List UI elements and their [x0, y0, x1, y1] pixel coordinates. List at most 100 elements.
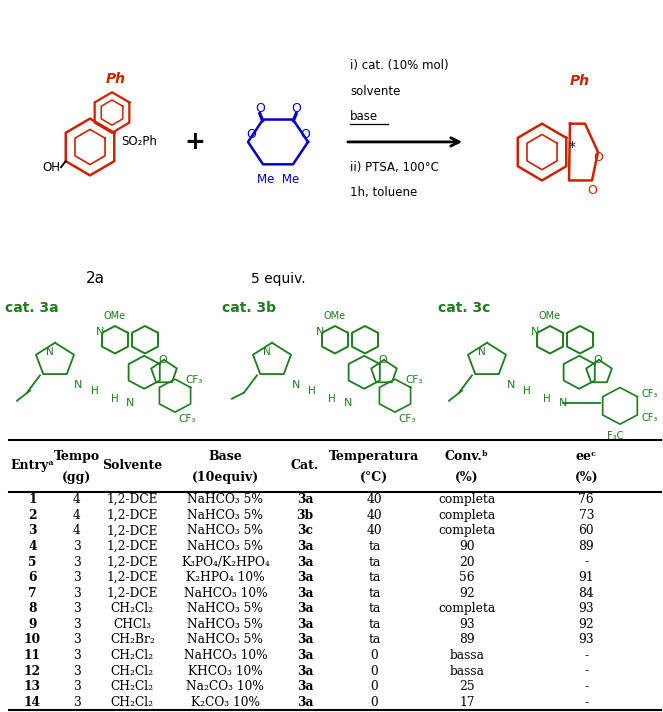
Text: Cat.: Cat.	[291, 459, 320, 472]
Text: 89: 89	[578, 540, 594, 553]
Text: 93: 93	[578, 634, 594, 646]
Text: CH₂Cl₂: CH₂Cl₂	[111, 664, 154, 678]
Text: 3: 3	[73, 664, 81, 678]
Text: 1,2-DCE: 1,2-DCE	[107, 571, 158, 584]
Text: 56: 56	[459, 571, 475, 584]
Text: 4: 4	[73, 493, 81, 506]
Text: 1,2-DCE: 1,2-DCE	[107, 555, 158, 568]
Text: K₂HPO₄ 10%: K₂HPO₄ 10%	[186, 571, 265, 584]
Text: 5: 5	[29, 555, 36, 568]
Text: (%): (%)	[574, 471, 598, 484]
Text: Base: Base	[209, 450, 242, 463]
Text: 3c: 3c	[297, 524, 313, 538]
Text: N: N	[316, 327, 324, 337]
Text: bassa: bassa	[450, 649, 485, 662]
Text: H: H	[91, 386, 99, 396]
Text: NaHCO₃ 5%: NaHCO₃ 5%	[188, 540, 263, 553]
Text: K₂CO₃ 10%: K₂CO₃ 10%	[191, 696, 260, 708]
Text: 0: 0	[371, 680, 379, 693]
Text: solvente: solvente	[350, 85, 400, 98]
Text: CH₂Br₂: CH₂Br₂	[110, 634, 154, 646]
Text: 3a: 3a	[297, 571, 314, 584]
Text: +: +	[184, 130, 206, 154]
Text: 90: 90	[459, 540, 475, 553]
Text: Ph: Ph	[106, 72, 126, 86]
Text: completa: completa	[438, 524, 496, 538]
Text: NaHCO₃ 5%: NaHCO₃ 5%	[188, 493, 263, 506]
Text: 10: 10	[24, 634, 41, 646]
Text: (gg): (gg)	[62, 471, 91, 484]
Text: O: O	[593, 355, 603, 365]
Text: ta: ta	[368, 587, 381, 600]
Text: eeᶜ: eeᶜ	[575, 450, 597, 463]
Text: ii) PTSA, 100°C: ii) PTSA, 100°C	[350, 161, 439, 174]
Text: 3b: 3b	[296, 509, 314, 522]
Text: 14: 14	[24, 696, 41, 708]
Text: -: -	[584, 649, 588, 662]
Text: OH: OH	[42, 161, 60, 174]
Text: O: O	[379, 355, 387, 365]
Text: 1,2-DCE: 1,2-DCE	[107, 509, 158, 522]
Text: cat. 3b: cat. 3b	[222, 301, 276, 315]
Text: O: O	[246, 128, 256, 141]
Text: OMe: OMe	[539, 311, 561, 321]
Text: 3: 3	[73, 540, 81, 553]
Text: CF₃: CF₃	[398, 414, 416, 424]
Text: 93: 93	[578, 602, 594, 615]
Text: 60: 60	[578, 524, 594, 538]
Text: -: -	[584, 680, 588, 693]
Text: N: N	[344, 398, 352, 408]
Text: N: N	[263, 347, 271, 357]
Text: 3: 3	[73, 649, 81, 662]
Text: 3: 3	[28, 524, 36, 538]
Text: Solvente: Solvente	[102, 459, 162, 472]
Text: 3a: 3a	[297, 493, 314, 506]
Text: 3a: 3a	[297, 634, 314, 646]
Text: NaHCO₃ 5%: NaHCO₃ 5%	[188, 509, 263, 522]
Text: 11: 11	[24, 649, 41, 662]
Text: CF₃: CF₃	[178, 414, 196, 424]
Text: CHCl₃: CHCl₃	[113, 618, 151, 631]
Text: 17: 17	[459, 696, 475, 708]
Text: 3a: 3a	[297, 540, 314, 553]
Text: 0: 0	[371, 649, 379, 662]
Text: 5 equiv.: 5 equiv.	[251, 272, 306, 286]
Text: 12: 12	[24, 664, 41, 678]
Text: Conv.ᵇ: Conv.ᵇ	[445, 450, 489, 463]
Text: 1,2-DCE: 1,2-DCE	[107, 524, 158, 538]
Text: (°C): (°C)	[360, 471, 389, 484]
Text: 3a: 3a	[297, 649, 314, 662]
Text: -: -	[584, 555, 588, 568]
Text: 6: 6	[28, 571, 36, 584]
Text: -: -	[584, 696, 588, 708]
Text: completa: completa	[438, 493, 496, 506]
Text: 40: 40	[367, 524, 383, 538]
Text: N: N	[292, 380, 300, 390]
Text: 0: 0	[371, 696, 379, 708]
Text: 2: 2	[28, 509, 36, 522]
Text: OMe: OMe	[104, 311, 126, 321]
Text: CF₃: CF₃	[405, 375, 422, 385]
Text: bassa: bassa	[450, 664, 485, 678]
Text: 3a: 3a	[297, 602, 314, 615]
Text: H: H	[308, 386, 316, 396]
Text: N: N	[559, 398, 567, 408]
Text: O: O	[587, 184, 597, 197]
Text: 84: 84	[578, 587, 594, 600]
Text: N: N	[531, 327, 539, 337]
Text: Na₂CO₃ 10%: Na₂CO₃ 10%	[186, 680, 265, 693]
Text: 3: 3	[73, 602, 81, 615]
Text: O: O	[300, 128, 310, 141]
Text: 1,2-DCE: 1,2-DCE	[107, 587, 158, 600]
Text: 3a: 3a	[297, 680, 314, 693]
Text: 1,2-DCE: 1,2-DCE	[107, 540, 158, 553]
Text: 7: 7	[28, 587, 36, 600]
Text: O: O	[158, 355, 167, 365]
Text: Temperatura: Temperatura	[330, 450, 420, 463]
Text: i) cat. (10% mol): i) cat. (10% mol)	[350, 59, 449, 73]
Text: 1,2-DCE: 1,2-DCE	[107, 493, 158, 506]
Text: 40: 40	[367, 509, 383, 522]
Text: OMe: OMe	[324, 311, 346, 321]
Text: ta: ta	[368, 602, 381, 615]
Text: 89: 89	[459, 634, 475, 646]
